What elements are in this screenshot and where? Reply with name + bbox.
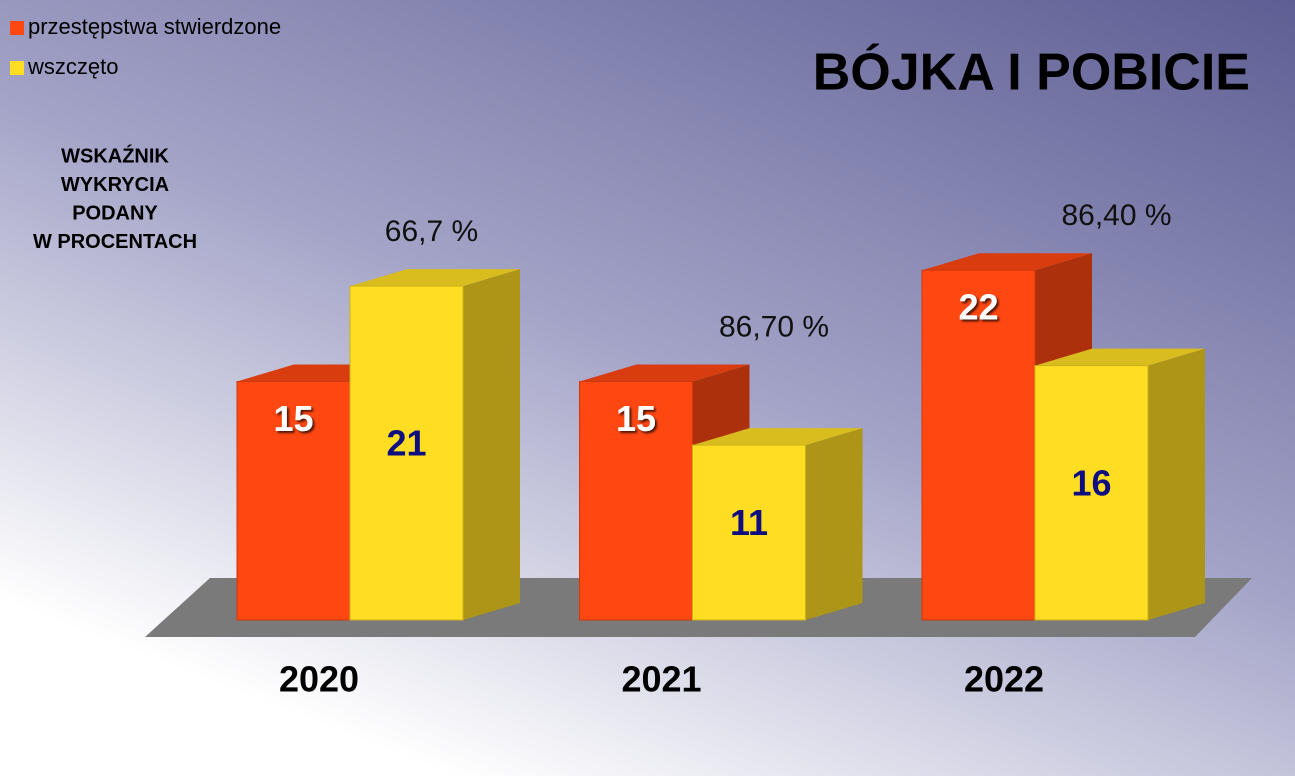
annotation: 86,40 % bbox=[1061, 199, 1171, 232]
bar-top bbox=[692, 428, 863, 446]
annotation: 86,70 % bbox=[719, 310, 829, 343]
value-label: 22 bbox=[958, 287, 998, 328]
note-text: WYKRYCIA bbox=[61, 174, 169, 196]
bar-side bbox=[1148, 348, 1205, 620]
bar-top bbox=[1035, 348, 1205, 366]
bar bbox=[1034, 348, 1205, 621]
bar-top bbox=[579, 364, 750, 382]
legend-swatch bbox=[10, 61, 24, 75]
bar-front bbox=[692, 444, 806, 621]
note-text: WSKAŹNIK bbox=[61, 144, 169, 167]
bar bbox=[692, 428, 863, 621]
bar bbox=[349, 269, 520, 621]
bar-front bbox=[579, 381, 693, 621]
bar-top bbox=[922, 253, 1092, 271]
bar-front bbox=[349, 285, 464, 621]
x-tick-label: 2022 bbox=[964, 659, 1044, 700]
value-label: 16 bbox=[1071, 462, 1111, 503]
bar-front bbox=[236, 381, 351, 621]
chart-title: BÓJKA I POBICIE bbox=[813, 44, 1250, 102]
bar-front bbox=[921, 269, 1036, 621]
x-tick-label: 2021 bbox=[621, 659, 701, 700]
note-text: W PROCENTACH bbox=[33, 231, 197, 253]
bar-front bbox=[1034, 365, 1149, 621]
annotation: 66,7 % bbox=[385, 215, 478, 248]
legend-swatch bbox=[10, 21, 24, 35]
bar-side bbox=[463, 269, 520, 620]
value-label: 21 bbox=[386, 423, 426, 464]
legend-label: przestępstwa stwierdzone bbox=[28, 14, 281, 39]
bar-top bbox=[350, 269, 520, 287]
legend-label: wszczęto bbox=[27, 54, 118, 79]
value-label: 15 bbox=[273, 398, 313, 439]
value-label: 15 bbox=[616, 398, 656, 439]
value-label: 11 bbox=[730, 502, 768, 543]
note-text: PODANY bbox=[72, 202, 158, 224]
bar-side bbox=[805, 428, 863, 620]
x-tick-label: 2020 bbox=[279, 659, 359, 700]
